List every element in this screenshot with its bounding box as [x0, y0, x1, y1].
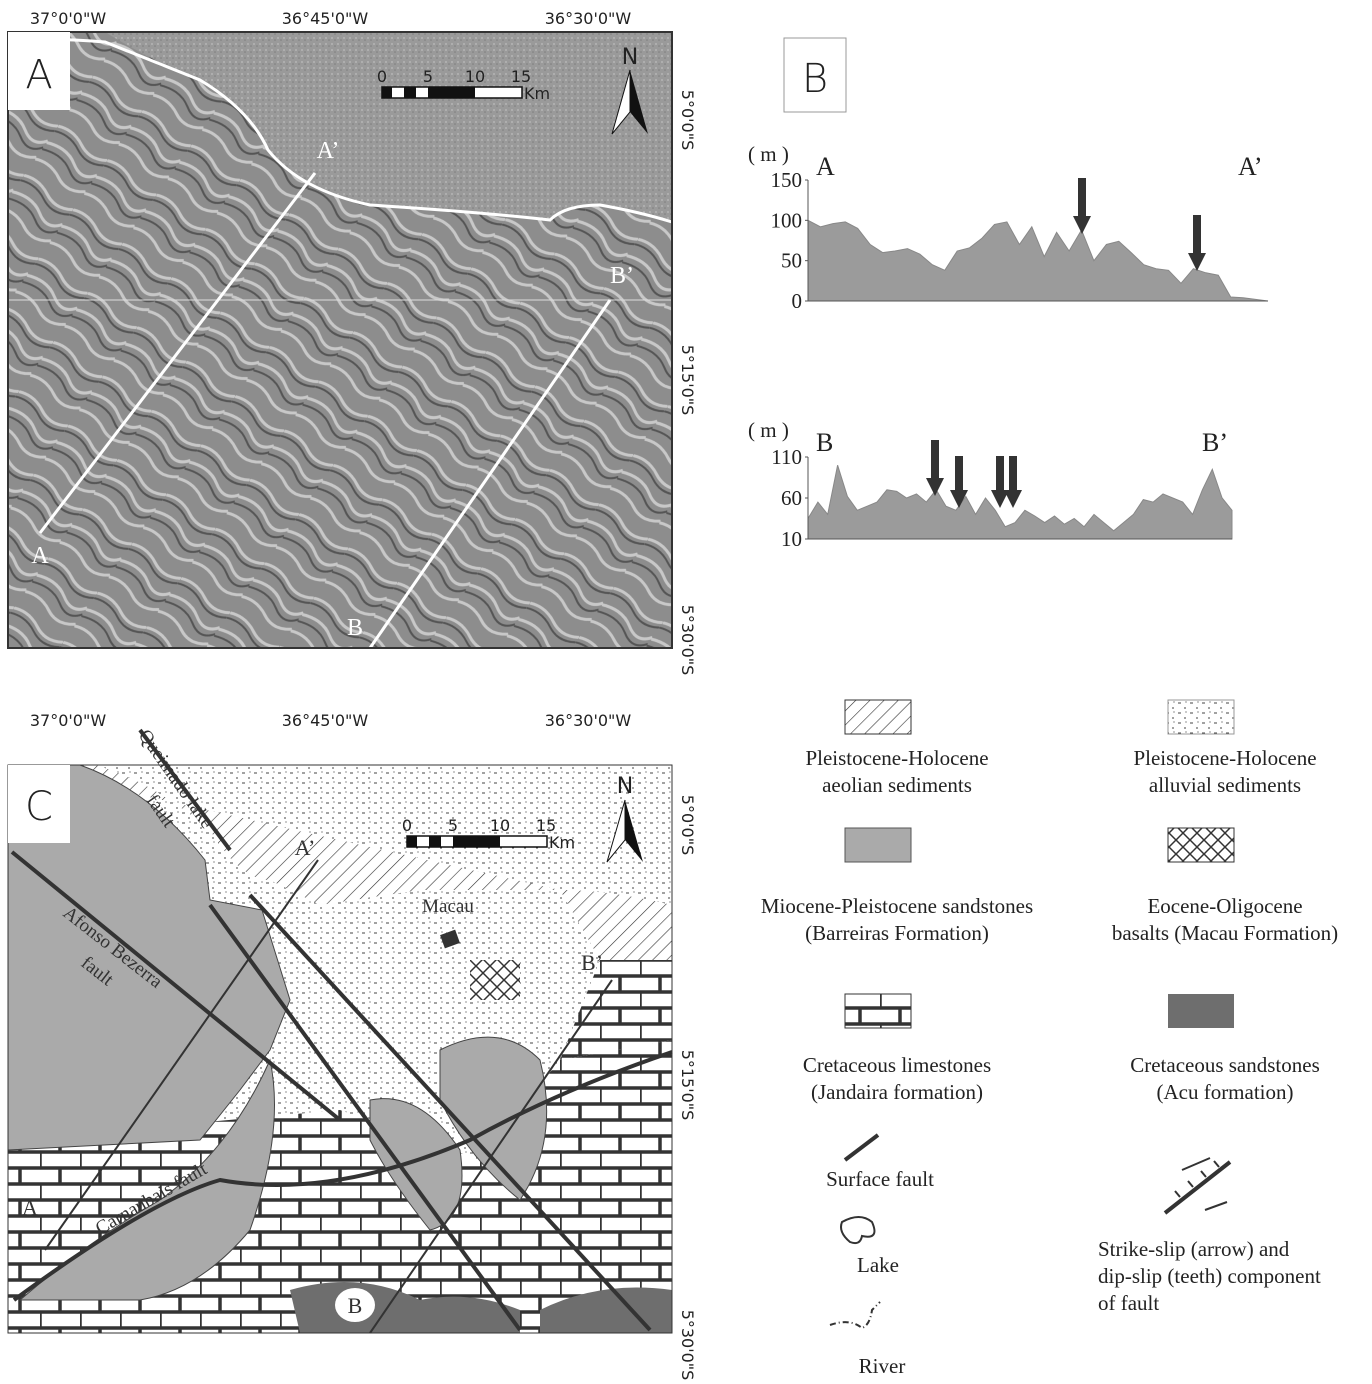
legend-swatch — [1168, 828, 1234, 862]
legend-label: (Acu formation) — [1156, 1080, 1293, 1104]
place-label: Macau — [422, 896, 474, 917]
section-label: A’ — [295, 835, 316, 860]
section-label: A’ — [317, 138, 340, 164]
north-label: N — [617, 774, 633, 799]
lat-label: 5°30'0"S — [678, 1310, 697, 1381]
legend-label: Miocene-Pleistocene sandstones — [761, 894, 1033, 918]
legend-label: Pleistocene-Holocene — [1133, 746, 1316, 770]
scale-tick: 10 — [490, 816, 510, 835]
section-label: A — [31, 543, 49, 569]
lon-label: 37°0'0"W — [30, 9, 106, 28]
figure: A A A’ B B’ 0 5 10 15 Km N 37°0'0"W 36°4… — [0, 0, 1372, 1384]
y-tick-label: 150 — [771, 168, 803, 192]
panel-label: A — [25, 52, 52, 98]
panel-c: C A A’ B B’ Macau Queimado lake fault Af… — [8, 726, 672, 1333]
lon-label: 37°0'0"W — [30, 711, 106, 730]
legend-label: alluvial sediments — [1149, 773, 1301, 797]
legend-label: of fault — [1098, 1291, 1159, 1315]
legend-label: Strike-slip (arrow) and — [1098, 1237, 1290, 1261]
section-label: B’ — [610, 263, 634, 289]
panel-label: C — [25, 784, 53, 830]
legend-label: Lake — [857, 1253, 899, 1277]
legend-label: Cretaceous limestones — [803, 1053, 991, 1077]
legend-label: (Jandaira formation) — [811, 1080, 983, 1104]
legend-label: Surface fault — [826, 1167, 934, 1191]
lat-label: 5°15'0"S — [678, 1050, 697, 1121]
scale-tick: 0 — [377, 67, 387, 86]
legend-label: Eocene-Oligocene — [1147, 894, 1302, 918]
scale-tick: 0 — [402, 816, 412, 835]
basalt — [470, 960, 520, 1000]
profile-start: A — [816, 152, 835, 181]
y-tick-label: 50 — [781, 249, 802, 273]
unit-label: ( m ) — [748, 142, 789, 166]
lon-label: 36°30'0"W — [545, 711, 632, 730]
unit-label: ( m ) — [748, 418, 789, 442]
y-tick-label: 60 — [781, 486, 802, 510]
panel-a: A A A’ B B’ 0 5 10 15 Km N — [8, 32, 672, 648]
profile-end: B’ — [1202, 428, 1228, 457]
legend-symbol — [830, 1302, 880, 1328]
arrows — [926, 178, 1206, 508]
scale-unit: Km — [549, 833, 575, 852]
legend-symbol — [841, 1217, 874, 1243]
panel-label: B — [802, 56, 828, 102]
y-tick-label: 110 — [771, 445, 802, 469]
legend-label: Pleistocene-Holocene — [805, 746, 988, 770]
lon-label: 36°45'0"W — [282, 9, 369, 28]
y-tick-label: 0 — [792, 289, 803, 313]
legend-label: basalts (Macau Formation) — [1112, 921, 1338, 945]
legend-label: Cretaceous sandstones — [1130, 1053, 1320, 1077]
legend-swatch — [1168, 700, 1234, 734]
profile-start: B — [816, 428, 833, 457]
lat-label: 5°0'0"S — [678, 90, 697, 150]
y-tick-label: 100 — [771, 208, 803, 232]
lon-label: 36°45'0"W — [282, 711, 369, 730]
scale-tick: 5 — [448, 816, 458, 835]
section-label: B’ — [581, 950, 603, 975]
legend-swatch — [845, 828, 911, 862]
scale-tick: 10 — [465, 67, 485, 86]
lon-label: 36°30'0"W — [545, 9, 632, 28]
scale-tick: 5 — [423, 67, 433, 86]
lat-label: 5°30'0"S — [678, 605, 697, 676]
scale-unit: Km — [524, 84, 550, 103]
y-tick-label: 10 — [781, 527, 802, 551]
legend-label: dip-slip (teeth) component — [1098, 1264, 1321, 1288]
profile-end: A’ — [1238, 152, 1263, 181]
profile-area — [808, 465, 1232, 539]
legend-swatch — [845, 700, 911, 734]
section-label: A — [22, 1195, 38, 1220]
legend-symbol — [1165, 1158, 1230, 1213]
legend-swatch — [1168, 994, 1234, 1028]
legend-label: aeolian sediments — [822, 773, 972, 797]
section-label: B — [347, 615, 363, 641]
lat-label: 5°0'0"S — [678, 795, 697, 855]
lat-label: 5°15'0"S — [678, 345, 697, 416]
legend-swatch — [845, 994, 911, 1028]
legend-symbol — [845, 1135, 878, 1160]
north-label: N — [622, 45, 638, 70]
section-label: B — [348, 1293, 363, 1318]
legend-label: River — [859, 1354, 906, 1378]
legend-label: (Barreiras Formation) — [805, 921, 989, 945]
